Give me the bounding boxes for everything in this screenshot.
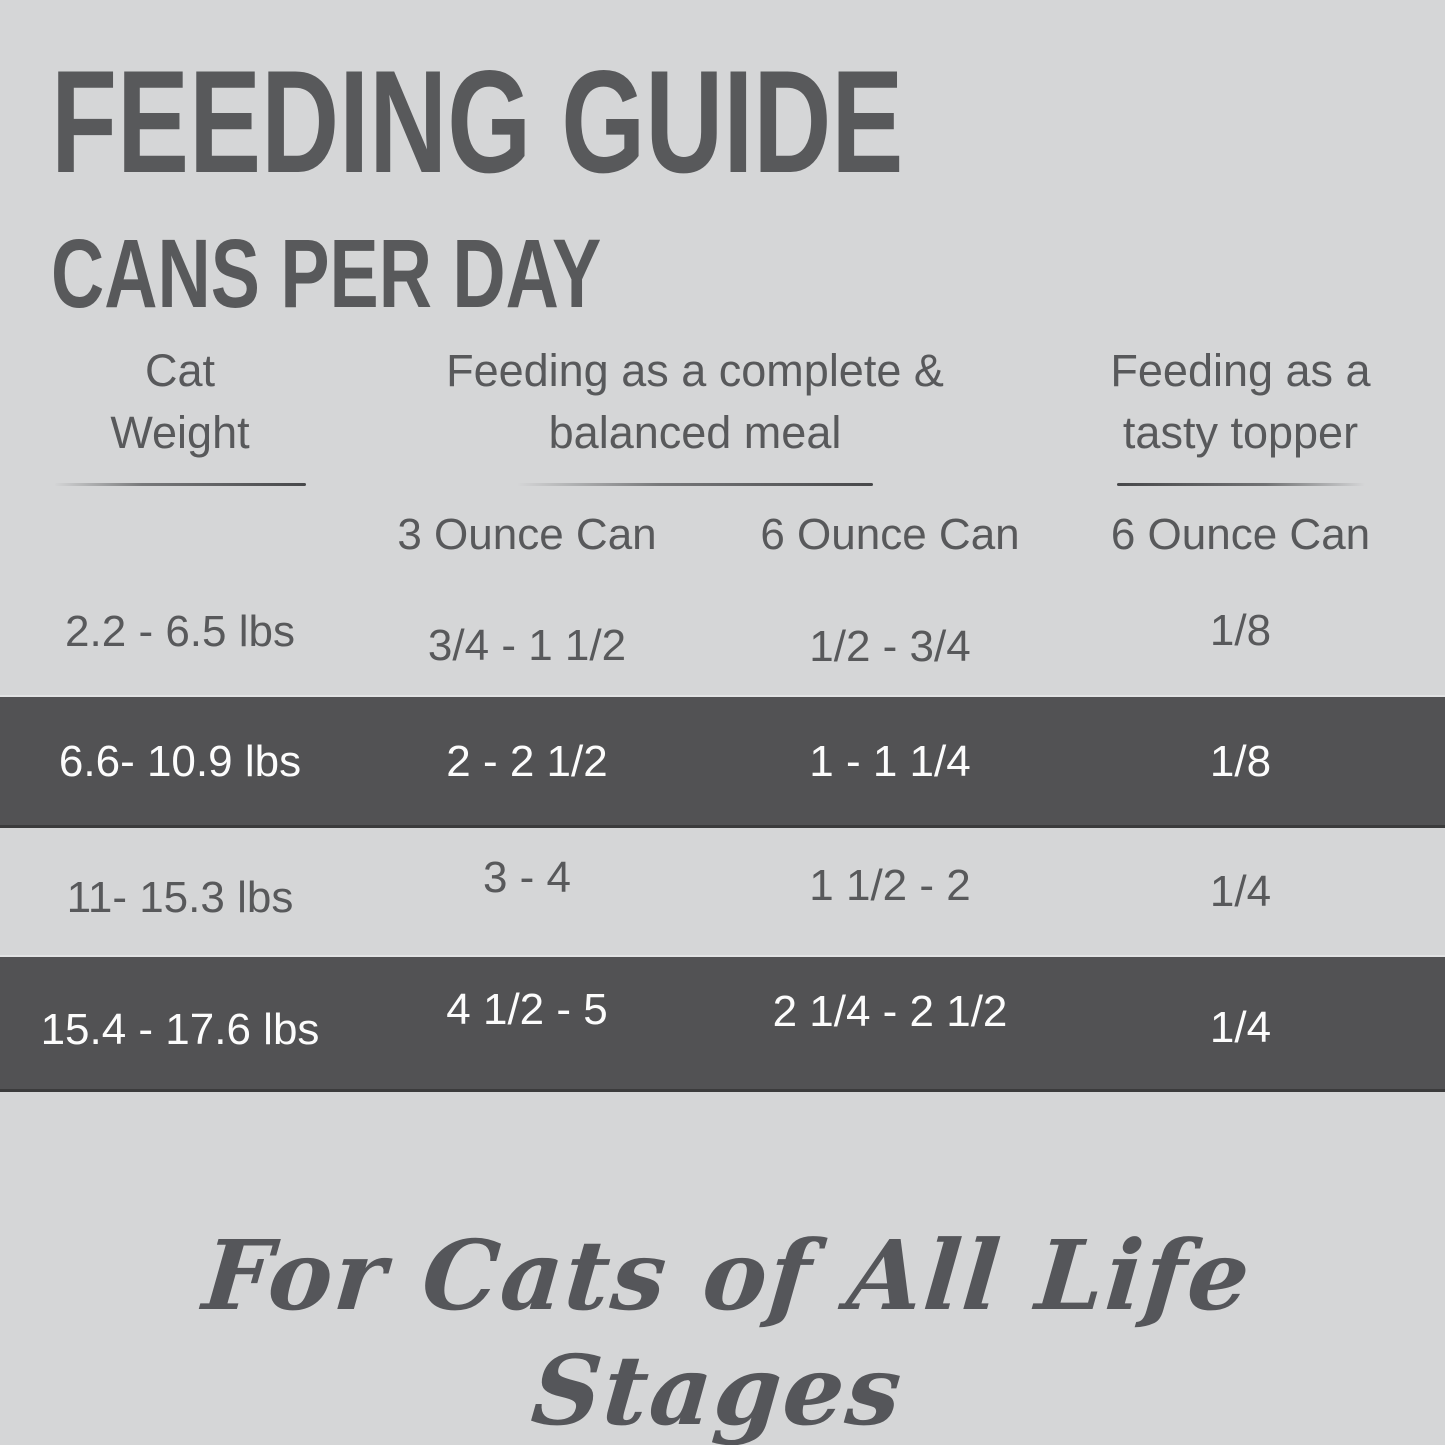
subheader-6-ounce-can-topper: 6 Ounce Can (1110, 509, 1371, 559)
table-row-3: 11- 15.3 lbs 3 - 4 1 1/2 - 2 1/4 (0, 828, 1445, 957)
header-text-line: balanced meal (548, 407, 842, 458)
cell-6oz-meal: 1 - 1 1/4 (809, 737, 971, 787)
cell-3oz-meal: 4 1/2 - 5 (446, 985, 608, 1035)
cell-3oz-meal: 3/4 - 1 1/2 (427, 621, 627, 671)
cell-3oz-meal: 3 - 4 (482, 853, 572, 903)
cell-cat-weight: 2.2 - 6.5 lbs (65, 607, 295, 657)
column-header-cat-weight: Cat Weight (0, 332, 360, 498)
column-header-tasty-topper: Feeding as a tasty topper (1053, 332, 1428, 498)
header-underline-weight (54, 483, 306, 486)
header-text-line: tasty topper (1122, 407, 1359, 458)
subheader-3-ounce-can: 3 Ounce Can (397, 509, 657, 559)
cell-6oz-meal: 1/2 - 3/4 (809, 622, 971, 672)
cell-6oz-topper: 1/8 (1209, 737, 1272, 787)
header-text-line: Feeding as a (1110, 345, 1371, 396)
cell-cat-weight: 11- 15.3 lbs (66, 873, 294, 923)
cell-6oz-meal: 2 1/4 - 2 1/2 (772, 987, 1008, 1037)
header-text-line: Cat (144, 345, 216, 396)
cell-cat-weight: 6.6- 10.9 lbs (58, 737, 302, 787)
header-underline-meal (517, 483, 873, 486)
header-text-line: Weight (110, 407, 250, 458)
subheader-6-ounce-can-meal: 6 Ounce Can (760, 509, 1020, 559)
table-subheader-row: 3 Ounce Can 6 Ounce Can 6 Ounce Can (0, 490, 1445, 580)
table-row-1: 2.2 - 6.5 lbs 3/4 - 1 1/2 1/2 - 3/4 1/8 (0, 580, 1445, 697)
header-underline-topper (1116, 483, 1365, 486)
cell-cat-weight: 15.4 - 17.6 lbs (40, 1005, 320, 1055)
title-block: FEEDING GUIDE CANS PER DAY (51, 40, 1203, 328)
table-row-2-highlighted: 6.6- 10.9 lbs 2 - 2 1/2 1 - 1 1/4 1/8 (0, 697, 1445, 828)
column-header-complete-meal: Feeding as a complete & balanced meal (340, 332, 1050, 498)
table-row-4-highlighted: 15.4 - 17.6 lbs 4 1/2 - 5 2 1/4 - 2 1/2 … (0, 957, 1445, 1092)
cell-6oz-meal: 1 1/2 - 2 (809, 861, 971, 911)
cell-3oz-meal: 2 - 2 1/2 (446, 737, 608, 787)
page-title: FEEDING GUIDE (51, 40, 904, 203)
footer-tagline: For Cats of All Life Stages (198, 1219, 1257, 1445)
table-header-row: Cat Weight Feeding as a complete & balan… (0, 332, 1445, 490)
cell-6oz-topper: 1/8 (1209, 606, 1272, 656)
header-text-line: Feeding as a complete & (446, 345, 944, 396)
page-subtitle: CANS PER DAY (51, 218, 602, 328)
cell-6oz-topper: 1/4 (1209, 1003, 1272, 1053)
cell-6oz-topper: 1/4 (1209, 867, 1272, 917)
